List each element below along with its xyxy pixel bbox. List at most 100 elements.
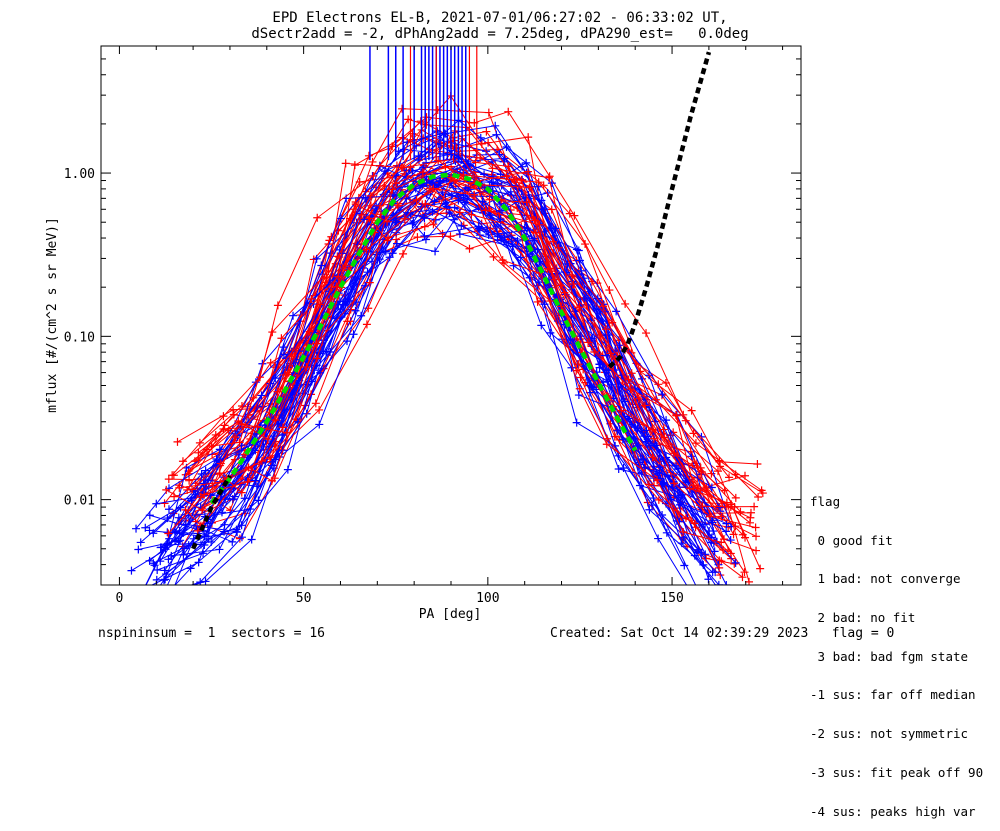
trace-marker [243,477,252,486]
trace-marker [491,121,500,130]
trace-marker [510,175,519,184]
trace-marker [237,533,246,542]
trace-marker [621,299,630,308]
y-tick-label: 0.10 [64,330,95,345]
trace-marker [326,295,335,304]
trace-marker [152,499,161,508]
flag-legend: flag 0 good fit 1 bad: not converge 2 ba… [810,470,983,831]
trace-marker [136,538,145,547]
trace-marker [605,286,614,295]
trace-marker [138,588,146,596]
trace-marker [696,584,699,585]
trace-marker [653,475,662,484]
trace-marker [624,375,633,384]
trace-marker [513,236,522,245]
trace-marker [435,177,444,186]
trace-marker [485,195,494,204]
trace-marker [450,176,459,185]
trace-marker [357,311,366,320]
trace-marker [132,524,141,533]
trace-marker [680,561,689,570]
trace-marker [176,503,185,512]
trace-marker [164,529,173,538]
trace-marker [525,183,534,192]
trace-marker [343,317,352,326]
trace-marker [311,399,320,408]
trace-marker [658,479,667,488]
chart-title-line2: dSectr2add = -2, dPhAng2add = 7.25deg, d… [251,26,749,42]
trace-marker [576,373,585,382]
trace-marker [317,261,326,270]
trace-marker [315,420,324,429]
trace-marker [722,527,731,536]
trace-marker [164,555,173,564]
trace-marker [313,213,322,222]
trace-marker [429,220,438,229]
trace-marker [215,445,224,454]
trace-marker [482,127,491,136]
trace-marker [194,456,203,465]
trace-marker [421,199,430,208]
trace-marker [282,354,291,363]
trace-marker [670,479,679,488]
trace-marker [366,191,375,200]
estimate-curve [607,51,712,369]
trace-marker [488,172,497,181]
trace-line [160,175,716,552]
trace-line [135,130,683,529]
trace-marker [185,476,194,485]
trace-marker [740,568,749,577]
trace-marker [726,549,735,558]
trace-marker [228,537,237,546]
trace-marker [730,502,739,511]
trace-marker [720,486,729,495]
trace-marker [173,437,182,446]
trace-marker [157,543,166,552]
trace-marker [602,365,611,374]
trace-marker [533,297,542,306]
trace-marker [651,395,660,404]
trace-marker [208,450,217,459]
trace-marker [654,534,663,543]
trace-marker [642,426,651,435]
trace-marker [470,190,479,199]
trace-marker [722,498,731,507]
trace-marker [492,130,501,139]
trace-marker [715,456,724,465]
x-tick-label: 100 [476,591,499,606]
trace-marker [204,534,213,543]
trace-marker [184,541,193,550]
trace-marker [220,527,229,536]
trace-marker [201,466,210,475]
trace-marker [673,493,682,502]
trace-marker [194,448,203,457]
x-tick-label: 150 [660,591,683,606]
trace-marker [715,503,724,512]
legend-item: 1 bad: not converge [810,571,961,587]
trace-marker [753,460,762,469]
trace-marker [267,476,276,485]
trace-marker [695,601,703,609]
trace-marker [672,461,681,470]
trace-marker [246,505,255,514]
trace-marker [164,475,173,484]
trace-marker [215,545,224,554]
trace-marker [420,231,429,240]
trace-marker [408,129,417,138]
trace-marker [277,334,286,343]
trace-marker [181,505,190,514]
trace-marker [702,554,711,563]
trace-marker [597,317,606,326]
trace-line [186,158,741,513]
trace-marker [499,258,508,267]
trace-marker [701,550,710,559]
trace-line [191,198,716,585]
trace-line [174,211,706,585]
trace-marker [174,513,183,522]
trace-marker [626,385,635,394]
legend-item: 3 bad: bad fgm state [810,648,969,664]
trace-marker [496,200,505,209]
trace-marker [186,564,195,573]
chart-title-line1: EPD Electrons EL-B, 2021-07-01/06:27:02 … [272,10,728,26]
legend-item: -4 sus: peaks high var [810,803,976,819]
